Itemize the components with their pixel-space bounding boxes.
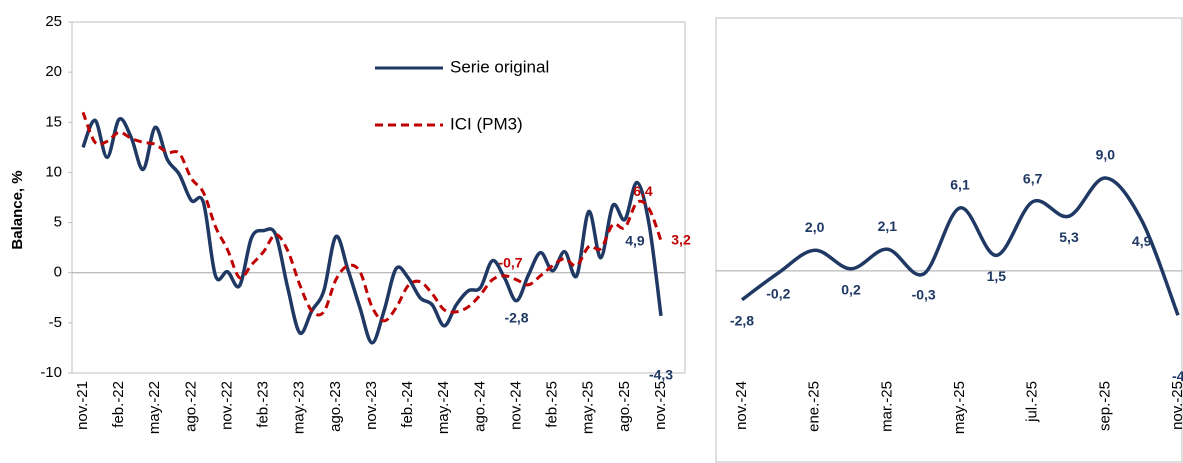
data-label: -2,8 xyxy=(730,312,754,328)
plot-frame xyxy=(715,17,1183,463)
legend-label: ICI (PM3) xyxy=(450,114,523,133)
data-label: 4,9 xyxy=(625,232,645,248)
plot-frame xyxy=(71,21,686,374)
x-tick-label: sep.-25 xyxy=(1096,381,1113,431)
y-tick-label: -10 xyxy=(40,364,62,381)
data-label: 5,3 xyxy=(1059,229,1079,245)
data-label: 4,9 xyxy=(1132,233,1152,249)
x-tick-label: may.-25 xyxy=(951,381,968,434)
y-tick-label: 0 xyxy=(54,264,62,281)
x-tick-label: feb.-25 xyxy=(544,381,561,428)
x-tick-label: feb.-23 xyxy=(255,381,272,428)
x-tick-label: ago.-23 xyxy=(327,381,344,432)
x-tick-label: nov.-24 xyxy=(507,381,524,430)
data-label: 1,5 xyxy=(987,268,1007,284)
data-label: 6,7 xyxy=(1023,170,1043,186)
x-tick-label: ago.-25 xyxy=(616,381,633,432)
x-tick-label: jul.-25 xyxy=(1024,381,1041,423)
data-label: -0,2 xyxy=(766,286,790,302)
x-tick-label: ago.-24 xyxy=(471,381,488,432)
data-label: 6,4 xyxy=(633,183,653,199)
x-tick-label: may.-22 xyxy=(146,381,163,434)
data-label: -4,3 xyxy=(649,367,673,383)
series-line xyxy=(81,117,663,345)
x-tick-label: nov.-21 xyxy=(74,381,91,430)
series-line xyxy=(740,176,1180,316)
y-axis-label: Balance, % xyxy=(9,170,26,249)
x-tick-label: nov.-23 xyxy=(363,381,380,430)
data-label: -2,8 xyxy=(504,309,528,325)
data-label: -0,7 xyxy=(498,254,522,270)
y-tick-label: 10 xyxy=(45,163,62,180)
data-label: -4,3 xyxy=(1172,368,1183,384)
x-tick-label: feb.-22 xyxy=(110,381,127,428)
data-label: 3,2 xyxy=(671,231,691,247)
x-tick-label: may.-25 xyxy=(580,381,597,434)
data-label: 9,0 xyxy=(1096,147,1116,163)
y-tick-label: 20 xyxy=(45,63,62,80)
data-label: 0,2 xyxy=(841,281,861,297)
legend-label: Serie original xyxy=(450,57,549,76)
x-tick-label: mar.-25 xyxy=(878,381,895,432)
data-label: -0,3 xyxy=(912,287,936,303)
x-tick-label: nov.-25 xyxy=(652,381,669,430)
x-tick-label: nov.-22 xyxy=(218,381,235,430)
y-tick-label: 15 xyxy=(45,113,62,130)
data-label: 2,1 xyxy=(878,218,898,234)
x-tick-label: nov.-24 xyxy=(733,381,750,430)
x-tick-label: may.-24 xyxy=(435,381,452,434)
y-tick-label: 25 xyxy=(45,13,62,30)
y-tick-label: -5 xyxy=(49,314,62,331)
x-tick-label: ene.-25 xyxy=(806,381,823,432)
y-tick-label: 5 xyxy=(54,214,62,231)
x-tick-label: ago.-22 xyxy=(182,381,199,432)
x-tick-label: nov.-25 xyxy=(1169,381,1183,430)
data-label: 6,1 xyxy=(950,177,970,193)
data-label: 2,0 xyxy=(805,219,825,235)
x-tick-label: feb.-24 xyxy=(399,381,416,428)
x-tick-label: may.-23 xyxy=(291,381,308,434)
series-line xyxy=(81,111,663,323)
